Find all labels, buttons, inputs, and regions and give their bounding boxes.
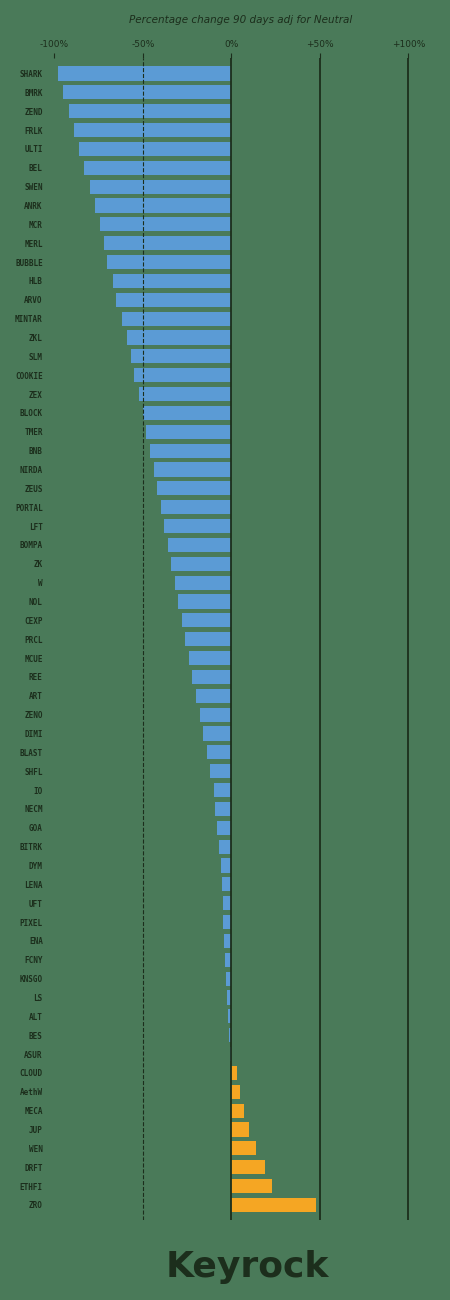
Bar xyxy=(231,1084,240,1098)
Bar xyxy=(210,764,231,779)
Bar xyxy=(182,614,231,628)
Bar xyxy=(227,991,231,1005)
Bar xyxy=(229,1028,231,1043)
Bar xyxy=(226,971,231,985)
Bar xyxy=(231,1104,244,1118)
Bar xyxy=(231,1160,265,1174)
Bar xyxy=(161,500,231,515)
Bar xyxy=(113,274,231,289)
Bar xyxy=(231,1066,237,1080)
Bar xyxy=(150,443,231,458)
Bar xyxy=(207,745,231,759)
Bar xyxy=(214,783,231,797)
Bar xyxy=(231,1197,316,1212)
Bar xyxy=(225,953,231,967)
Bar xyxy=(90,179,231,194)
Bar xyxy=(231,1179,272,1193)
Bar xyxy=(104,237,231,251)
Bar xyxy=(224,915,231,930)
Bar xyxy=(74,124,231,136)
Bar xyxy=(146,425,231,439)
Bar xyxy=(134,368,231,382)
Bar xyxy=(230,1046,231,1061)
Bar xyxy=(140,387,231,402)
Bar xyxy=(196,689,231,703)
Bar xyxy=(221,858,231,872)
Bar xyxy=(231,1141,256,1156)
Bar xyxy=(185,632,231,646)
Bar xyxy=(117,292,231,307)
Bar xyxy=(164,519,231,533)
Bar xyxy=(228,1009,231,1023)
Bar xyxy=(189,651,231,666)
Bar xyxy=(95,199,231,212)
Text: Keyrock: Keyrock xyxy=(166,1251,329,1284)
Bar xyxy=(85,161,231,174)
Bar xyxy=(219,840,231,854)
Bar xyxy=(216,802,231,816)
Bar xyxy=(193,670,231,684)
Bar xyxy=(223,896,231,910)
Bar xyxy=(217,820,231,835)
Bar xyxy=(175,576,231,590)
Bar xyxy=(225,933,231,948)
Bar xyxy=(122,312,231,326)
Bar xyxy=(168,538,231,552)
Bar xyxy=(203,727,231,741)
Bar xyxy=(100,217,231,231)
Bar xyxy=(127,330,231,344)
Bar xyxy=(153,463,231,477)
Bar xyxy=(171,556,231,571)
Bar xyxy=(231,1122,249,1136)
Bar xyxy=(68,104,231,118)
Title: Percentage change 90 days adj for Neutral: Percentage change 90 days adj for Neutra… xyxy=(129,16,352,25)
Bar xyxy=(63,86,231,99)
Bar xyxy=(199,707,231,722)
Bar xyxy=(143,406,231,420)
Bar xyxy=(130,350,231,364)
Bar xyxy=(108,255,231,269)
Bar xyxy=(222,878,231,892)
Bar xyxy=(157,481,231,495)
Bar xyxy=(79,142,231,156)
Bar xyxy=(58,66,231,81)
Bar xyxy=(178,594,231,608)
